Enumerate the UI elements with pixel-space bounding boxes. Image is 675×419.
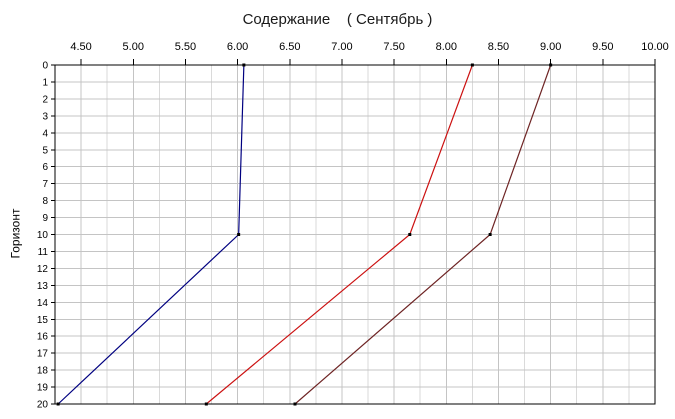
x-axis-tick-label: 8.50	[488, 41, 509, 53]
y-axis-tick-label: 11	[38, 247, 49, 258]
x-axis-tick-label: 9.50	[592, 41, 613, 53]
data-point-marker	[242, 63, 246, 67]
chart-title: Содержание ( Сентябрь )	[242, 11, 433, 28]
x-axis-tick-label: 4.50	[70, 41, 91, 53]
x-axis-tick-label: 8.00	[436, 41, 457, 53]
y-axis-tick-label: 3	[42, 111, 48, 122]
y-axis-tick-label: 0	[42, 61, 48, 72]
data-point-marker	[293, 402, 297, 406]
data-point-marker	[549, 63, 553, 67]
y-axis-tick-label: 15	[37, 315, 49, 326]
y-axis-tick-label: 19	[37, 383, 49, 394]
y-axis-tick-label: 4	[42, 128, 48, 139]
y-axis-tick-label: 12	[37, 264, 49, 275]
x-axis-tick-label: 7.50	[383, 41, 404, 53]
y-axis-tick-label: 18	[37, 366, 49, 377]
data-point-marker	[56, 402, 60, 406]
x-axis-tick-label: 6.50	[279, 41, 300, 53]
x-axis-tick-label: 9.00	[540, 41, 561, 53]
data-point-marker	[237, 233, 241, 236]
data-point-marker	[408, 233, 412, 236]
y-axis-tick-label: 17	[37, 349, 49, 360]
y-axis-tick-label: 9	[42, 213, 48, 224]
y-axis-tick-label: 10	[37, 230, 49, 241]
x-axis-tick-label: 5.50	[175, 41, 196, 53]
y-axis-tick-label: 7	[42, 179, 48, 190]
y-axis-tick-label: 5	[42, 145, 48, 156]
x-axis-tick-label: 10.00	[641, 41, 669, 53]
data-point-marker	[204, 402, 208, 406]
y-axis-tick-label: 16	[37, 332, 49, 343]
data-point-marker	[470, 63, 474, 67]
y-axis-tick-label: 13	[37, 281, 49, 292]
y-axis-tick-label: 20	[37, 400, 49, 411]
y-axis-tick-label: 1	[42, 77, 48, 88]
x-axis-tick-label: 7.00	[331, 41, 352, 53]
y-axis-tick-label: 6	[42, 162, 48, 173]
x-axis-tick-label: 5.00	[123, 41, 144, 53]
data-point-marker	[488, 233, 492, 236]
y-axis-tick-label: 2	[42, 94, 48, 105]
y-axis-tick-label: 14	[37, 298, 49, 309]
x-axis-tick-label: 6.00	[227, 41, 248, 53]
y-axis-tick-label: 8	[42, 196, 48, 207]
